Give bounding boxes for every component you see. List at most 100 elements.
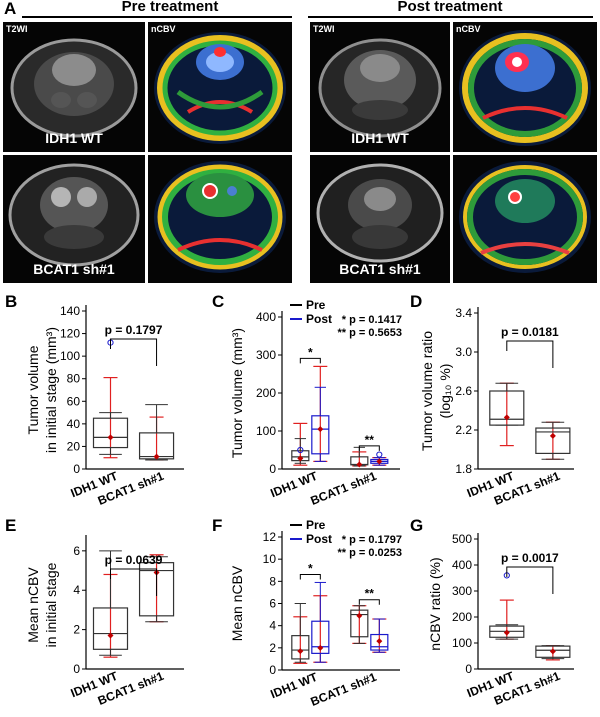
mean-marker bbox=[549, 432, 556, 439]
mean-marker bbox=[549, 648, 556, 655]
significance-bracket bbox=[506, 340, 554, 368]
significance-bracket bbox=[299, 357, 321, 364]
legend-label-pre: Pre bbox=[306, 298, 326, 312]
mri-pre-sh-t2wi: BCAT1 sh#1 bbox=[3, 155, 145, 283]
y-tick-label: 0 bbox=[269, 663, 276, 677]
significance-star: * bbox=[308, 561, 313, 575]
y-tick-label: 200 bbox=[256, 386, 276, 400]
significance-bracket bbox=[110, 338, 158, 366]
y-tick-label: 10 bbox=[263, 552, 277, 566]
y-tick-label: 120 bbox=[60, 327, 80, 341]
y-tick-label: 4 bbox=[73, 583, 80, 597]
ncbv-map-image bbox=[154, 32, 286, 144]
significance-bracket bbox=[110, 568, 158, 596]
y-tick-label: 100 bbox=[60, 349, 80, 363]
y-tick-label: 300 bbox=[256, 348, 276, 362]
panel-label-c: C bbox=[212, 292, 224, 311]
y-axis-label: Tumor volume (mm³) bbox=[229, 328, 245, 458]
significance-star: ** bbox=[365, 587, 375, 601]
box-iqr bbox=[535, 645, 571, 658]
p-value-note: * p = 0.1797 bbox=[342, 534, 402, 546]
y-tick-label: 140 bbox=[60, 304, 80, 318]
box-iqr bbox=[311, 620, 330, 654]
ncbv-map-image bbox=[154, 161, 286, 273]
y-tick-label: 400 bbox=[452, 558, 472, 572]
mean-marker bbox=[317, 644, 324, 651]
mri-post-sh-t2wi: BCAT1 sh#1 bbox=[310, 155, 450, 283]
box-iqr bbox=[92, 417, 129, 449]
p-value-note: * p = 0.1417 bbox=[342, 314, 402, 326]
y-axis-label: Mean nCBV bbox=[229, 565, 245, 641]
brain-scan-image bbox=[316, 163, 444, 263]
mean-marker bbox=[297, 455, 304, 462]
p-value-note: ** p = 0.0253 bbox=[337, 547, 402, 559]
y-tick-label: 100 bbox=[256, 424, 276, 438]
y-tick-label: 100 bbox=[452, 636, 472, 650]
y-tick-label: 200 bbox=[452, 610, 472, 624]
y-tick-label: 2 bbox=[73, 623, 80, 637]
y-tick-label: 2 bbox=[269, 641, 276, 655]
p-value-note: ** p = 0.5653 bbox=[337, 327, 402, 339]
x-category-label: BCAT1 sh#1 bbox=[308, 670, 378, 709]
mean-marker bbox=[503, 414, 510, 421]
x-category-label: BCAT1 sh#1 bbox=[308, 469, 378, 508]
y-tick-label: 400 bbox=[256, 310, 276, 324]
significance-bracket bbox=[358, 599, 380, 605]
y-tick-label: 40 bbox=[67, 417, 81, 431]
y-tick-label: 3.0 bbox=[455, 345, 472, 359]
bcat1-caption: BCAT1 sh#1 bbox=[33, 261, 115, 277]
mean-marker bbox=[356, 461, 363, 468]
y-tick-label: 2.2 bbox=[455, 423, 472, 437]
panel-label-e: E bbox=[5, 516, 16, 535]
mean-marker bbox=[297, 648, 304, 655]
panel-label-d: D bbox=[410, 292, 422, 311]
y-tick-label: 1.8 bbox=[455, 462, 472, 476]
outlier-point bbox=[297, 446, 304, 454]
ncbv-label: nCBV bbox=[456, 24, 481, 34]
mean-marker bbox=[153, 453, 160, 460]
y-tick-label: 0 bbox=[465, 662, 472, 676]
box-iqr bbox=[489, 390, 525, 426]
y-tick-label: 300 bbox=[452, 584, 472, 598]
panel-label-f: F bbox=[212, 516, 222, 535]
y-axis-label: in initial stage (mm³) bbox=[43, 327, 59, 453]
ncbv-map-image bbox=[459, 30, 591, 146]
legend-label-post: Post bbox=[306, 532, 332, 546]
panel-label-b: B bbox=[5, 292, 17, 311]
mean-marker bbox=[107, 632, 114, 639]
mean-marker bbox=[356, 612, 363, 619]
box-iqr bbox=[291, 635, 310, 660]
y-tick-label: 60 bbox=[67, 394, 81, 408]
p-value-label: p = 0.1797 bbox=[105, 323, 163, 337]
box-iqr bbox=[350, 609, 369, 638]
mri-post-wt-ncbv: nCBV bbox=[453, 22, 597, 152]
significance-bracket bbox=[358, 445, 380, 451]
mean-marker bbox=[503, 629, 510, 636]
box-iqr bbox=[311, 415, 330, 455]
box-iqr bbox=[370, 633, 389, 651]
legend-label-post: Post bbox=[306, 312, 332, 326]
p-value-label: p = 0.0017 bbox=[501, 551, 559, 565]
y-tick-label: 12 bbox=[263, 530, 277, 544]
y-tick-label: 4 bbox=[269, 619, 276, 633]
pre-treatment-header: Pre treatment bbox=[121, 0, 219, 15]
y-tick-label: 80 bbox=[67, 372, 81, 386]
y-axis-label: nCBV ratio (%) bbox=[427, 557, 443, 650]
mean-marker bbox=[376, 638, 383, 645]
y-axis-label: Mean nCBV bbox=[25, 567, 41, 643]
box-iqr bbox=[92, 607, 129, 650]
post-treatment-underline bbox=[308, 16, 593, 18]
y-tick-label: 3.4 bbox=[455, 306, 472, 320]
y-tick-label: 500 bbox=[452, 532, 472, 546]
mri-post-wt-t2wi: T2WI IDH1 WT bbox=[310, 22, 450, 152]
brain-scan-image bbox=[318, 38, 442, 138]
significance-star: * bbox=[308, 345, 313, 359]
p-value-label: p = 0.0181 bbox=[501, 325, 559, 339]
mean-marker bbox=[317, 426, 324, 433]
pre-treatment-underline bbox=[22, 16, 292, 18]
y-tick-label: 2.6 bbox=[455, 384, 472, 398]
significance-bracket bbox=[506, 566, 554, 594]
y-axis-label: Tumor volume bbox=[25, 345, 41, 434]
y-tick-label: 20 bbox=[67, 439, 81, 453]
